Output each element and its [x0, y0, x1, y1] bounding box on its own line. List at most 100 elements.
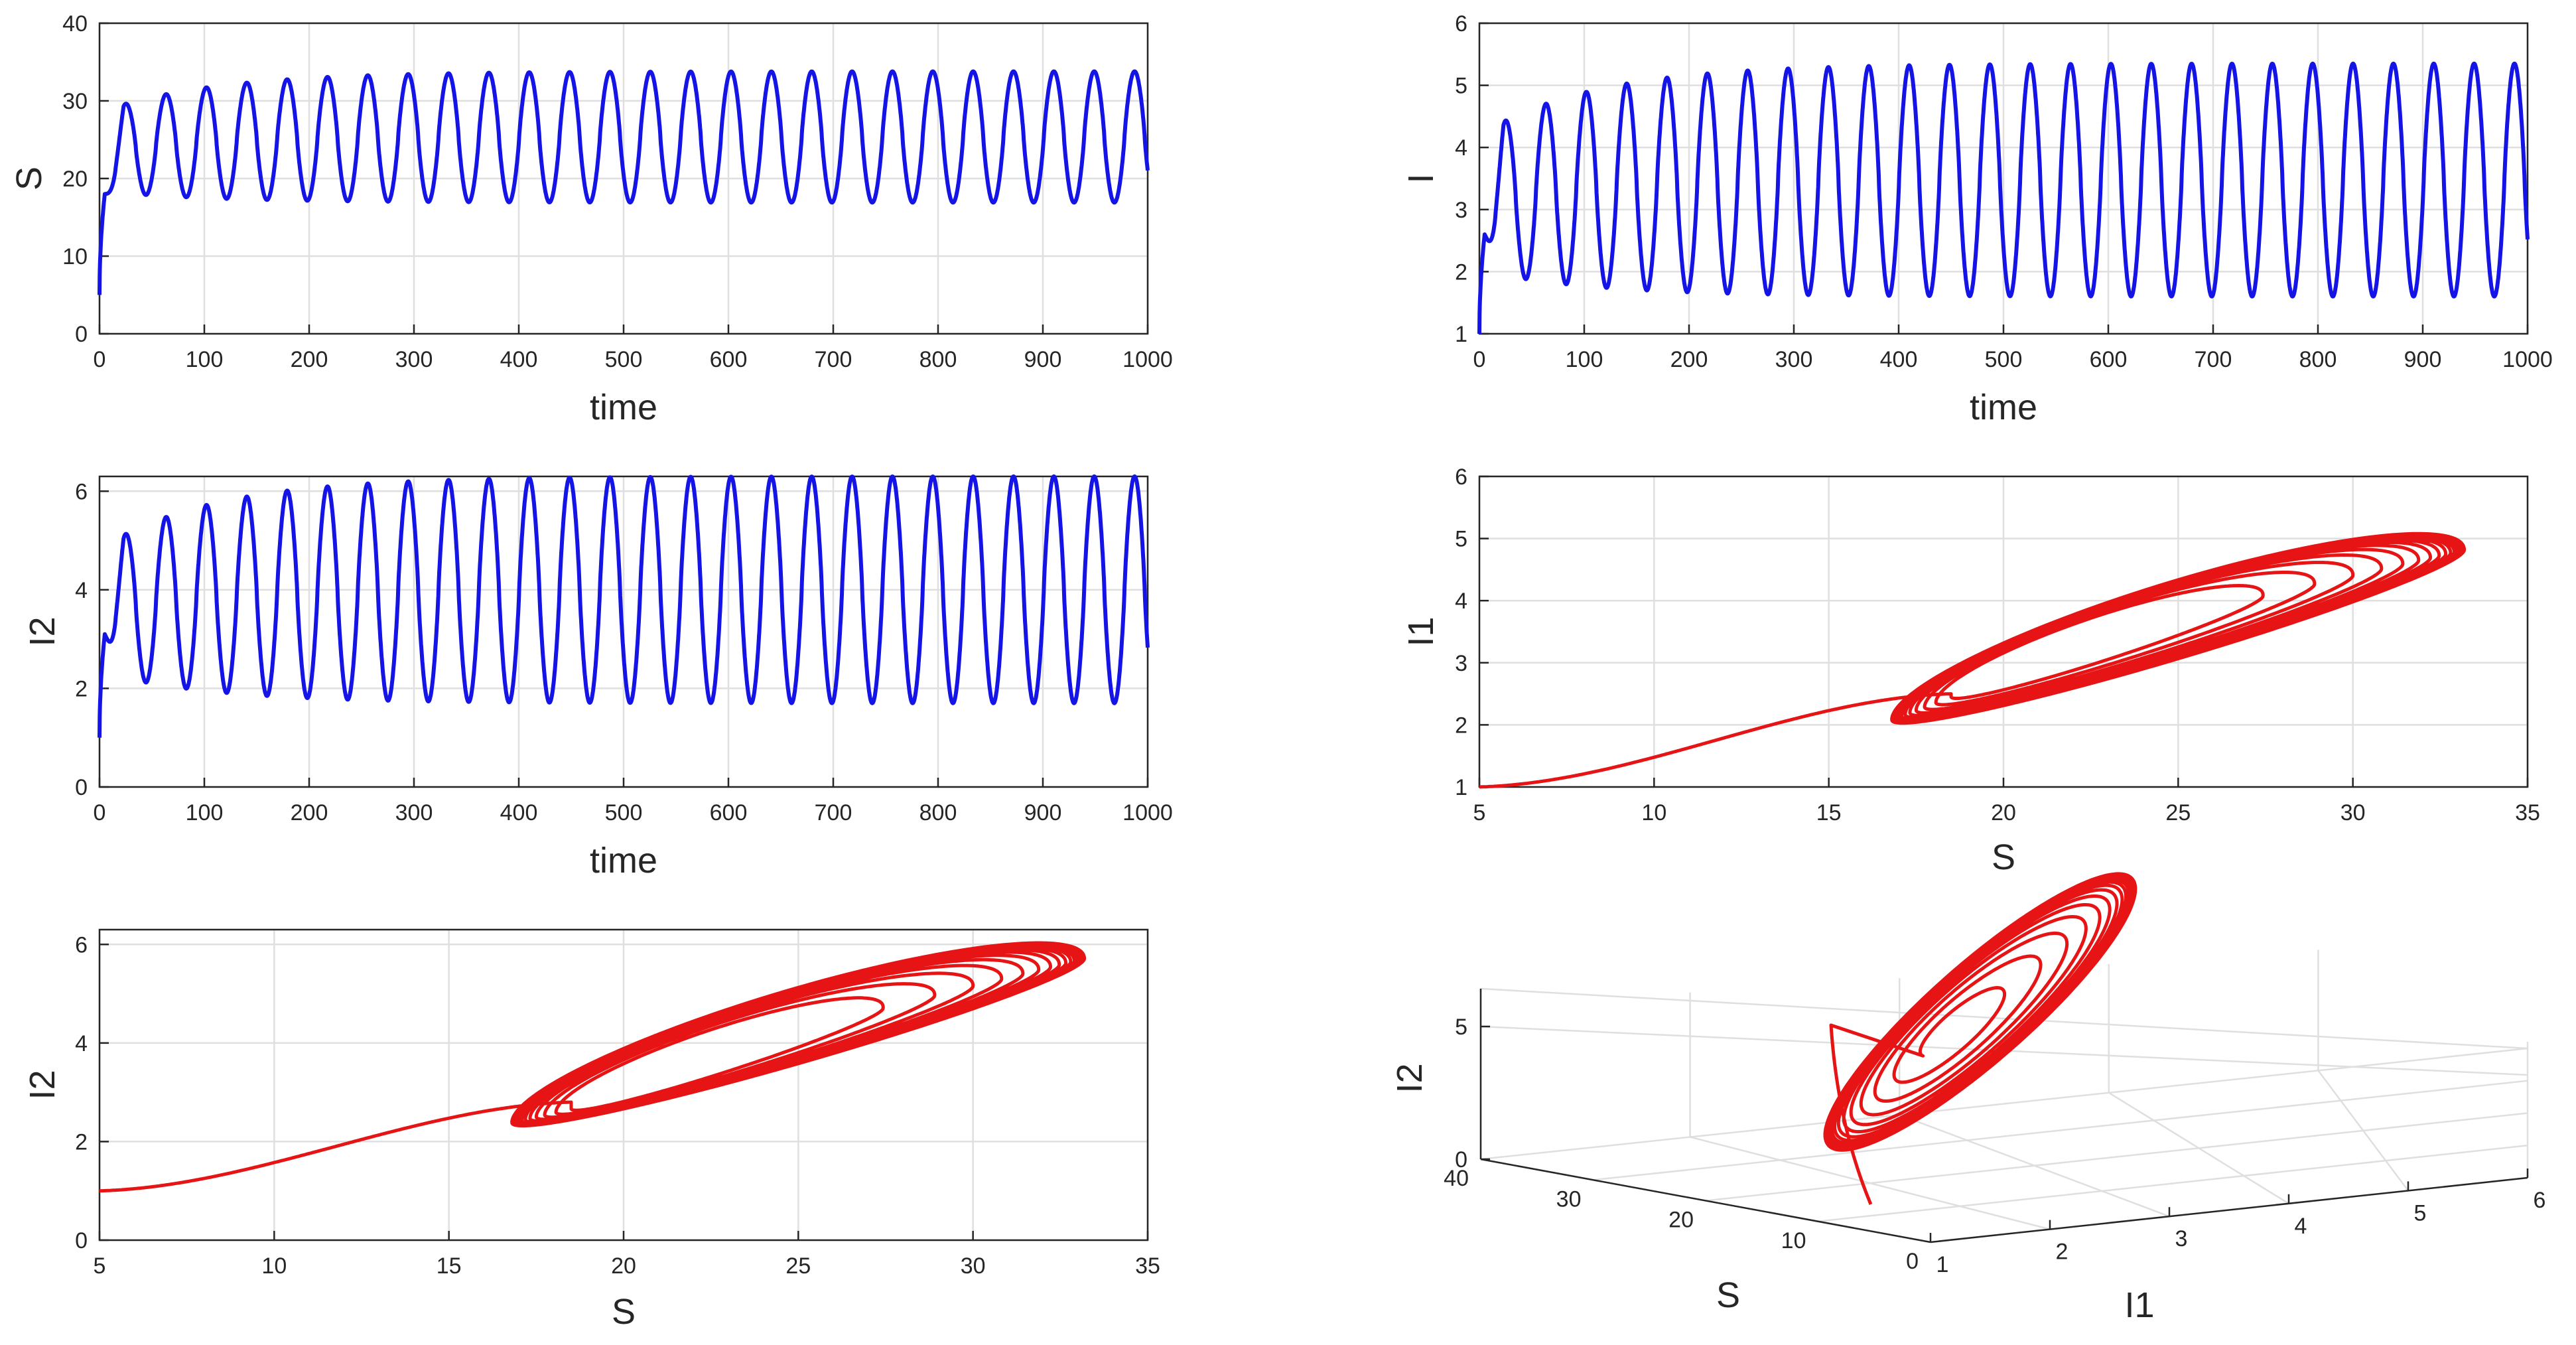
i2-s-trajectory-line — [99, 941, 1087, 1193]
panel-i1-vs-s: 5 10 15 20 25 30 35 1 2 3 4 5 6 S I1 — [1401, 464, 2540, 877]
i1-s-ylabel: I1 — [1401, 616, 1441, 646]
x-tick-label: 20 — [611, 1253, 636, 1279]
3d-axis-s — [1480, 1158, 1931, 1243]
x-tick-label: 200 — [291, 800, 328, 825]
i-time-ticks: 0 100 200 300 400 500 600 700 800 900 1000 1 2 3 4 5 6 — [1455, 11, 2553, 372]
y-tick-label: 3 — [1455, 651, 1467, 676]
panel-i2-vs-time: 0 100 200 300 400 500 600 700 800 900 1000 0 2 4 6 tim… — [23, 474, 1173, 881]
x-tick-label: 0 — [94, 800, 106, 825]
y-tick-label: 40 — [62, 11, 88, 36]
3d-back-top-edge — [1480, 987, 2528, 1050]
s-time-xlabel: time — [590, 388, 657, 427]
x-tick-label: 900 — [2404, 347, 2442, 372]
y-tick-label: 10 — [62, 244, 88, 269]
y-tick-label: 4 — [75, 578, 88, 603]
3d-tick-label-s: 0 — [1906, 1249, 1919, 1274]
x-tick-label: 1000 — [1122, 347, 1173, 372]
y-tick-label: 4 — [1455, 589, 1467, 614]
x-tick-label: 35 — [2515, 800, 2540, 825]
3d-axis-i1 — [1930, 1176, 2528, 1243]
3d-tick-label-s: 10 — [1781, 1228, 1806, 1253]
x-tick-label: 100 — [186, 800, 224, 825]
i2-time-xlabel: time — [590, 841, 657, 881]
x-tick-label: 500 — [1985, 347, 2023, 372]
y-tick-label: 2 — [75, 1129, 88, 1155]
3d-floor-gridline-s — [1818, 1145, 2528, 1222]
i2-time-ylabel: I2 — [23, 616, 62, 646]
i-time-ylabel: I — [1401, 173, 1441, 183]
x-tick-label: 900 — [1024, 800, 1062, 825]
x-tick-label: 600 — [710, 347, 748, 372]
y-tick-label: 0 — [75, 1228, 88, 1253]
y-tick-label: 4 — [1455, 135, 1467, 161]
x-tick-label: 100 — [1566, 347, 1603, 372]
y-tick-label: 0 — [75, 775, 88, 800]
x-tick-label: 10 — [261, 1253, 287, 1279]
x-tick-label: 0 — [1473, 347, 1486, 372]
3d-tick-label-i1: 6 — [2534, 1188, 2546, 1213]
3d-xlabel-i1: I1 — [2124, 1285, 2154, 1325]
y-tick-label: 4 — [75, 1031, 88, 1056]
panel-s-vs-time: 0 100 200 300 400 500 600 700 800 900 1000 0 10 20 30 4… — [9, 11, 1173, 427]
x-tick-label: 200 — [291, 347, 328, 372]
3d-tick-label-i1: 3 — [2175, 1226, 2188, 1251]
y-tick-label: 5 — [1455, 74, 1467, 99]
3d-tick-label-i1: 2 — [2056, 1239, 2068, 1265]
i2-s-xlabel: S — [612, 1292, 636, 1332]
y-tick-label: 1 — [1455, 322, 1467, 347]
x-tick-label: 30 — [2340, 800, 2366, 825]
x-tick-label: 25 — [2165, 800, 2191, 825]
3d-floor-gridline-s — [1705, 1112, 2528, 1202]
x-tick-label: 20 — [1991, 800, 2016, 825]
y-tick-label: 20 — [62, 167, 88, 192]
x-tick-label: 35 — [1135, 1253, 1160, 1279]
i2-s-ylabel: I2 — [23, 1070, 62, 1099]
3d-zlabel-i2: I2 — [1390, 1063, 1430, 1093]
x-tick-label: 600 — [2090, 347, 2128, 372]
x-tick-label: 200 — [1670, 347, 1708, 372]
y-tick-label: 6 — [75, 479, 88, 504]
x-tick-label: 15 — [437, 1253, 462, 1279]
x-tick-label: 500 — [605, 347, 643, 372]
panel-i-vs-time: 0 100 200 300 400 500 600 700 800 900 1000 1 2 3 4 5 6 t… — [1401, 11, 2553, 427]
x-tick-label: 500 — [605, 800, 643, 825]
3d-trajectory-line — [1823, 872, 2137, 1206]
x-tick-label: 15 — [1816, 800, 1842, 825]
x-tick-label: 1000 — [1122, 800, 1173, 825]
3d-tick-label-i1: 4 — [2295, 1214, 2307, 1239]
y-tick-label: 2 — [75, 676, 88, 701]
y-tick-label: 6 — [1455, 464, 1467, 490]
y-tick-label: 5 — [1455, 527, 1467, 552]
x-tick-label: 800 — [919, 347, 957, 372]
s-time-ticks: 0 100 200 300 400 500 600 700 800 900 1000 0 10 20 30 4… — [62, 11, 1173, 372]
s-time-series-line — [98, 69, 1150, 295]
x-tick-label: 1000 — [2502, 347, 2553, 372]
y-tick-label: 6 — [75, 932, 88, 957]
3d-tick-label-i1: 1 — [1936, 1252, 1949, 1277]
x-tick-label: 800 — [2299, 347, 2337, 372]
y-tick-label: 2 — [1455, 259, 1467, 285]
3d-box-and-grid — [1479, 950, 2529, 1243]
3d-tick-label-i2: 5 — [1455, 1015, 1467, 1040]
x-tick-label: 700 — [2195, 347, 2232, 372]
3d-tick-label-s: 40 — [1444, 1166, 1469, 1191]
i2-time-series-line — [98, 474, 1150, 738]
i2-s-ticks: 5 10 15 20 25 30 35 0 2 4 6 — [75, 932, 1160, 1279]
3d-tick-label-s: 20 — [1668, 1208, 1694, 1233]
x-tick-label: 900 — [1024, 347, 1062, 372]
i2-time-ticks: 0 100 200 300 400 500 600 700 800 900 1000 0 2 4 6 — [75, 479, 1173, 825]
3d-ylabel-s: S — [1716, 1275, 1740, 1315]
y-tick-label: 1 — [1455, 775, 1467, 800]
x-tick-label: 300 — [395, 347, 433, 372]
x-tick-label: 5 — [1473, 800, 1486, 825]
x-tick-label: 25 — [785, 1253, 811, 1279]
x-tick-label: 400 — [1880, 347, 1918, 372]
3d-floor-gridline-s — [1593, 1080, 2528, 1181]
x-tick-label: 700 — [815, 347, 852, 372]
i1-s-ticks: 5 10 15 20 25 30 35 1 2 3 4 5 6 — [1455, 464, 2540, 825]
x-tick-label: 0 — [94, 347, 106, 372]
x-tick-label: 5 — [94, 1253, 106, 1279]
x-tick-label: 100 — [186, 347, 224, 372]
